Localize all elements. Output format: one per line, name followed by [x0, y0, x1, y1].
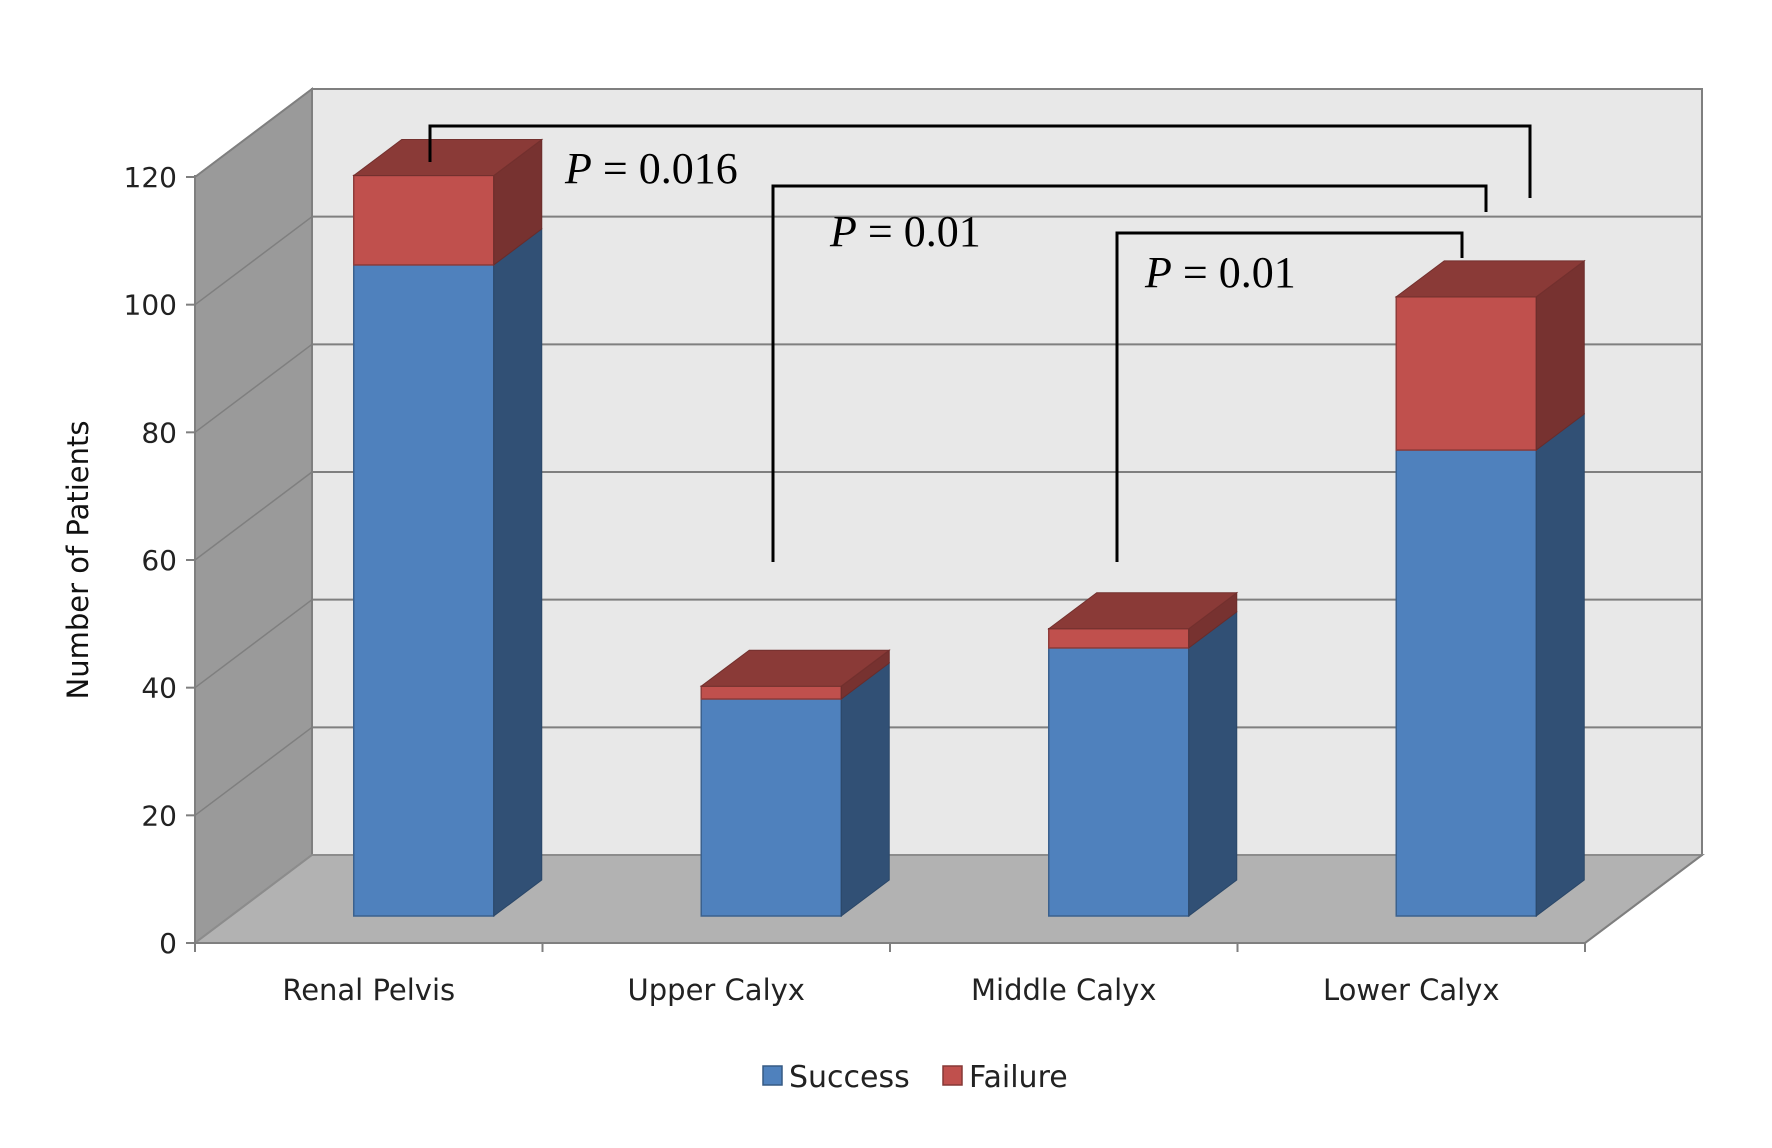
- bar-success-side: [1535, 413, 1585, 917]
- bar-top: [352, 139, 544, 177]
- legend-swatch-failure: [942, 1065, 963, 1086]
- x-tick-label: Lower Calyx: [1323, 973, 1500, 1007]
- x-axis-depth: [1584, 854, 1703, 944]
- legend-swatch-success: [762, 1065, 783, 1086]
- bar-top: [1394, 260, 1586, 298]
- y-tick-label: 60: [141, 544, 177, 577]
- y-tick-label: 80: [141, 416, 177, 449]
- bar-top: [1047, 592, 1239, 630]
- p-value-label: P = 0.016: [564, 144, 738, 193]
- legend: Success Failure: [762, 1060, 1068, 1095]
- gridline-side: [194, 726, 313, 816]
- bar-success-side: [840, 661, 890, 917]
- y-tick-label: 120: [124, 161, 177, 194]
- bar-failure-front: [1048, 628, 1190, 649]
- significance-bracket: [771, 184, 1488, 562]
- gridline-side: [194, 471, 313, 561]
- gridline-side: [194, 343, 313, 433]
- legend-label-failure: Failure: [969, 1060, 1068, 1095]
- gridline-side: [194, 216, 313, 306]
- axes: 0 20 40 60 80 100 120 Renal Pelvis Upper Calyx Mi…: [61, 161, 1703, 1007]
- bar-success-side: [1188, 610, 1238, 917]
- gridline-side: [194, 88, 313, 178]
- p-value-label: P = 0.01: [829, 207, 981, 256]
- annotations: P = 0.016 P = 0.01 P = 0.01: [428, 124, 1532, 562]
- gridline-side: [194, 599, 313, 689]
- bar-failure-front: [700, 685, 842, 700]
- bar-success-side: [493, 227, 543, 917]
- legend-label-success: Success: [789, 1060, 910, 1095]
- bar-failure-front: [353, 174, 495, 266]
- y-tick-label: 0: [159, 927, 177, 960]
- bar-success-front: [700, 698, 842, 917]
- y-axis-title: Number of Patients: [61, 421, 95, 700]
- y-tick-label: 20: [141, 799, 177, 832]
- significance-bracket: [428, 124, 1532, 198]
- bar-success-front: [1395, 449, 1537, 917]
- x-tick-label: Upper Calyx: [628, 973, 805, 1007]
- bar-failure-front: [1395, 296, 1537, 451]
- bar-top: [699, 649, 891, 687]
- x-tick-label: Renal Pelvis: [282, 973, 455, 1007]
- p-value-label: P = 0.01: [1144, 248, 1296, 297]
- bar-success-front: [1048, 647, 1190, 917]
- y-tick-label: 40: [141, 672, 177, 705]
- bar-success-front: [353, 264, 495, 917]
- significance-bracket: [1115, 231, 1464, 562]
- x-tick-label: Middle Calyx: [971, 973, 1156, 1007]
- bars: [352, 138, 1586, 917]
- y-tick-label: 100: [124, 289, 177, 322]
